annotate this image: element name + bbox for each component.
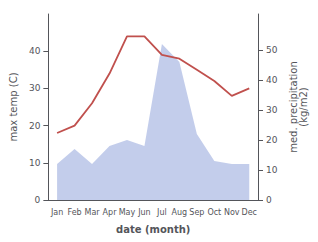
svg-text:Apr: Apr bbox=[103, 208, 118, 217]
svg-text:Sep: Sep bbox=[189, 208, 204, 217]
svg-text:40: 40 bbox=[29, 46, 41, 56]
svg-text:10: 10 bbox=[29, 158, 41, 168]
svg-text:May: May bbox=[119, 208, 136, 217]
svg-text:Jul: Jul bbox=[156, 208, 167, 217]
svg-text:0: 0 bbox=[266, 195, 272, 205]
svg-text:Oct: Oct bbox=[207, 208, 221, 217]
svg-text:20: 20 bbox=[266, 135, 278, 145]
svg-text:Nov: Nov bbox=[224, 208, 240, 217]
svg-text:20: 20 bbox=[29, 121, 41, 131]
svg-text:(kg/m2): (kg/m2) bbox=[298, 87, 309, 127]
svg-text:50: 50 bbox=[266, 45, 278, 55]
svg-text:40: 40 bbox=[266, 75, 278, 85]
svg-text:max temp (C): max temp (C) bbox=[8, 72, 19, 141]
svg-text:30: 30 bbox=[29, 83, 41, 93]
svg-text:Dec: Dec bbox=[242, 208, 257, 217]
svg-text:10: 10 bbox=[266, 165, 278, 175]
svg-text:0: 0 bbox=[35, 195, 41, 205]
svg-text:Jun: Jun bbox=[137, 208, 151, 217]
svg-text:Aug: Aug bbox=[172, 208, 188, 217]
svg-text:date (month): date (month) bbox=[116, 224, 190, 235]
svg-text:Feb: Feb bbox=[67, 208, 81, 217]
svg-text:30: 30 bbox=[266, 105, 278, 115]
svg-text:Jan: Jan bbox=[50, 208, 63, 217]
svg-text:med. precipitation: med. precipitation bbox=[287, 61, 299, 153]
svg-text:Mar: Mar bbox=[84, 208, 100, 217]
